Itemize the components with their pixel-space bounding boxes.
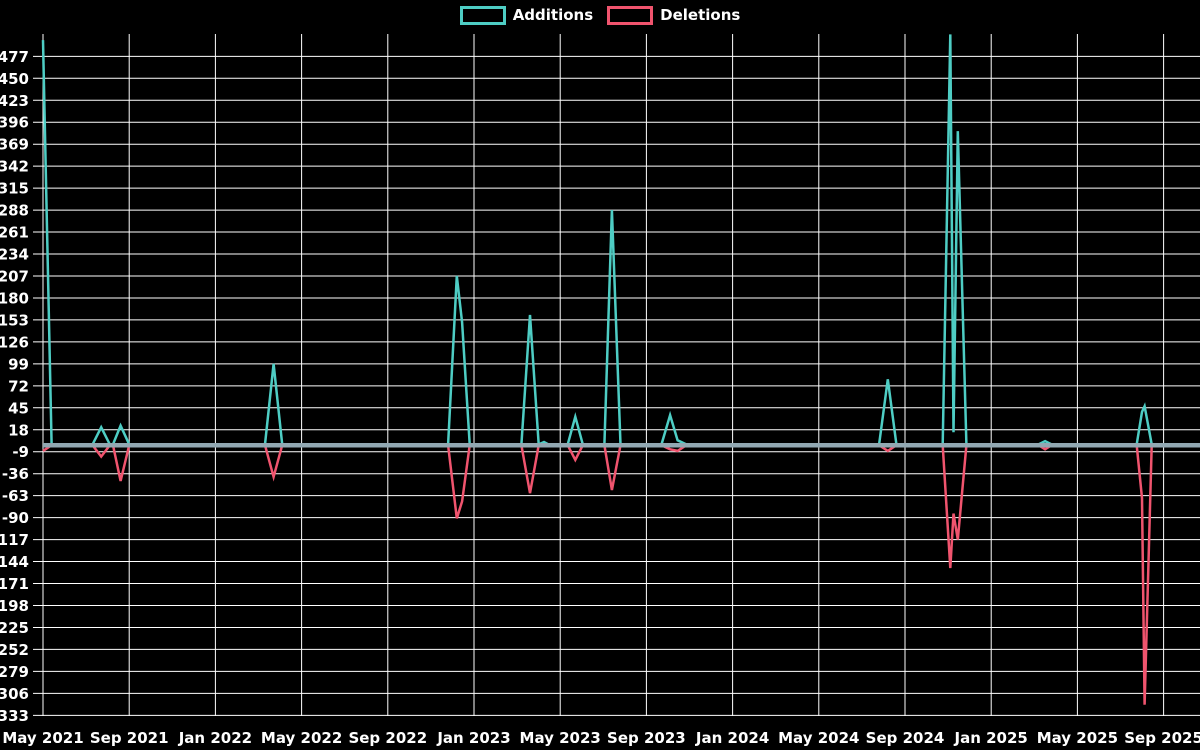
y-tick-label: -9 — [12, 443, 29, 461]
y-tick-label: 99 — [8, 355, 29, 373]
y-tick-label: 288 — [0, 202, 29, 220]
legend-item-deletions[interactable]: Deletions — [607, 6, 740, 25]
additions-legend-label: Additions — [512, 6, 594, 24]
y-tick-label: 423 — [0, 92, 29, 110]
y-tick-label: 207 — [0, 267, 29, 285]
y-tick-label: 72 — [8, 377, 29, 395]
x-tick-label: May 2025 — [1037, 729, 1118, 747]
x-tick-label: May 2024 — [778, 729, 859, 747]
y-tick-label: -306 — [0, 685, 29, 703]
x-tick-label: Sep 2025 — [1124, 729, 1200, 747]
chart-legend: Additions Deletions — [0, 6, 1200, 25]
y-tick-label: 18 — [8, 421, 29, 439]
y-tick-label: 315 — [0, 180, 29, 198]
x-tick-label: May 2023 — [520, 729, 601, 747]
deletions-swatch — [607, 6, 654, 25]
y-tick-label: -36 — [2, 465, 29, 483]
x-tick-label: Jan 2025 — [954, 729, 1028, 747]
deletions-legend-label: Deletions — [660, 6, 741, 24]
y-tick-label: -198 — [0, 597, 29, 615]
y-tick-label: -90 — [2, 509, 29, 527]
y-tick-label: 477 — [0, 48, 29, 66]
legend-item-additions[interactable]: Additions — [459, 6, 594, 25]
y-axis-labels: 477 450 423 396 369 342 315 288 261 234 207 180 153 1… — [0, 48, 29, 725]
y-tick-label: 153 — [0, 311, 29, 329]
grid — [33, 34, 1200, 716]
y-tick-label: 234 — [0, 246, 29, 264]
x-tick-label: Sep 2021 — [90, 729, 169, 747]
x-tick-label: Sep 2022 — [348, 729, 427, 747]
additions-swatch — [459, 6, 506, 25]
additions-line — [41, 34, 1200, 447]
y-tick-label: -252 — [0, 641, 29, 659]
y-tick-label: 396 — [0, 114, 29, 132]
x-tick-label: Sep 2023 — [607, 729, 686, 747]
y-tick-label: 450 — [0, 70, 29, 88]
x-tick-label: Jan 2024 — [695, 729, 769, 747]
deletions-line — [42, 443, 1200, 705]
x-tick-label: Jan 2023 — [436, 729, 510, 747]
x-tick-label: May 2022 — [261, 729, 342, 747]
x-tick-label: Sep 2024 — [866, 729, 945, 747]
y-tick-label: -117 — [0, 531, 29, 549]
y-tick-label: -171 — [0, 575, 29, 593]
x-axis-labels: May 2021 Sep 2021 Jan 2022 May 2022 Sep 2022… — [2, 729, 1200, 747]
y-tick-label: 45 — [8, 399, 29, 417]
x-tick-label: Jan 2022 — [178, 729, 252, 747]
y-tick-label: 342 — [0, 158, 29, 176]
y-tick-label: -279 — [0, 663, 29, 681]
y-tick-label: 261 — [0, 224, 29, 242]
y-tick-label: 180 — [0, 289, 29, 307]
y-tick-label: -63 — [2, 487, 29, 505]
y-tick-label: -225 — [0, 619, 29, 637]
y-tick-label: 369 — [0, 136, 29, 154]
y-tick-label: -144 — [0, 553, 29, 571]
x-tick-label: May 2021 — [2, 729, 83, 747]
y-tick-label: -333 — [0, 707, 29, 725]
y-tick-label: 126 — [0, 333, 29, 351]
